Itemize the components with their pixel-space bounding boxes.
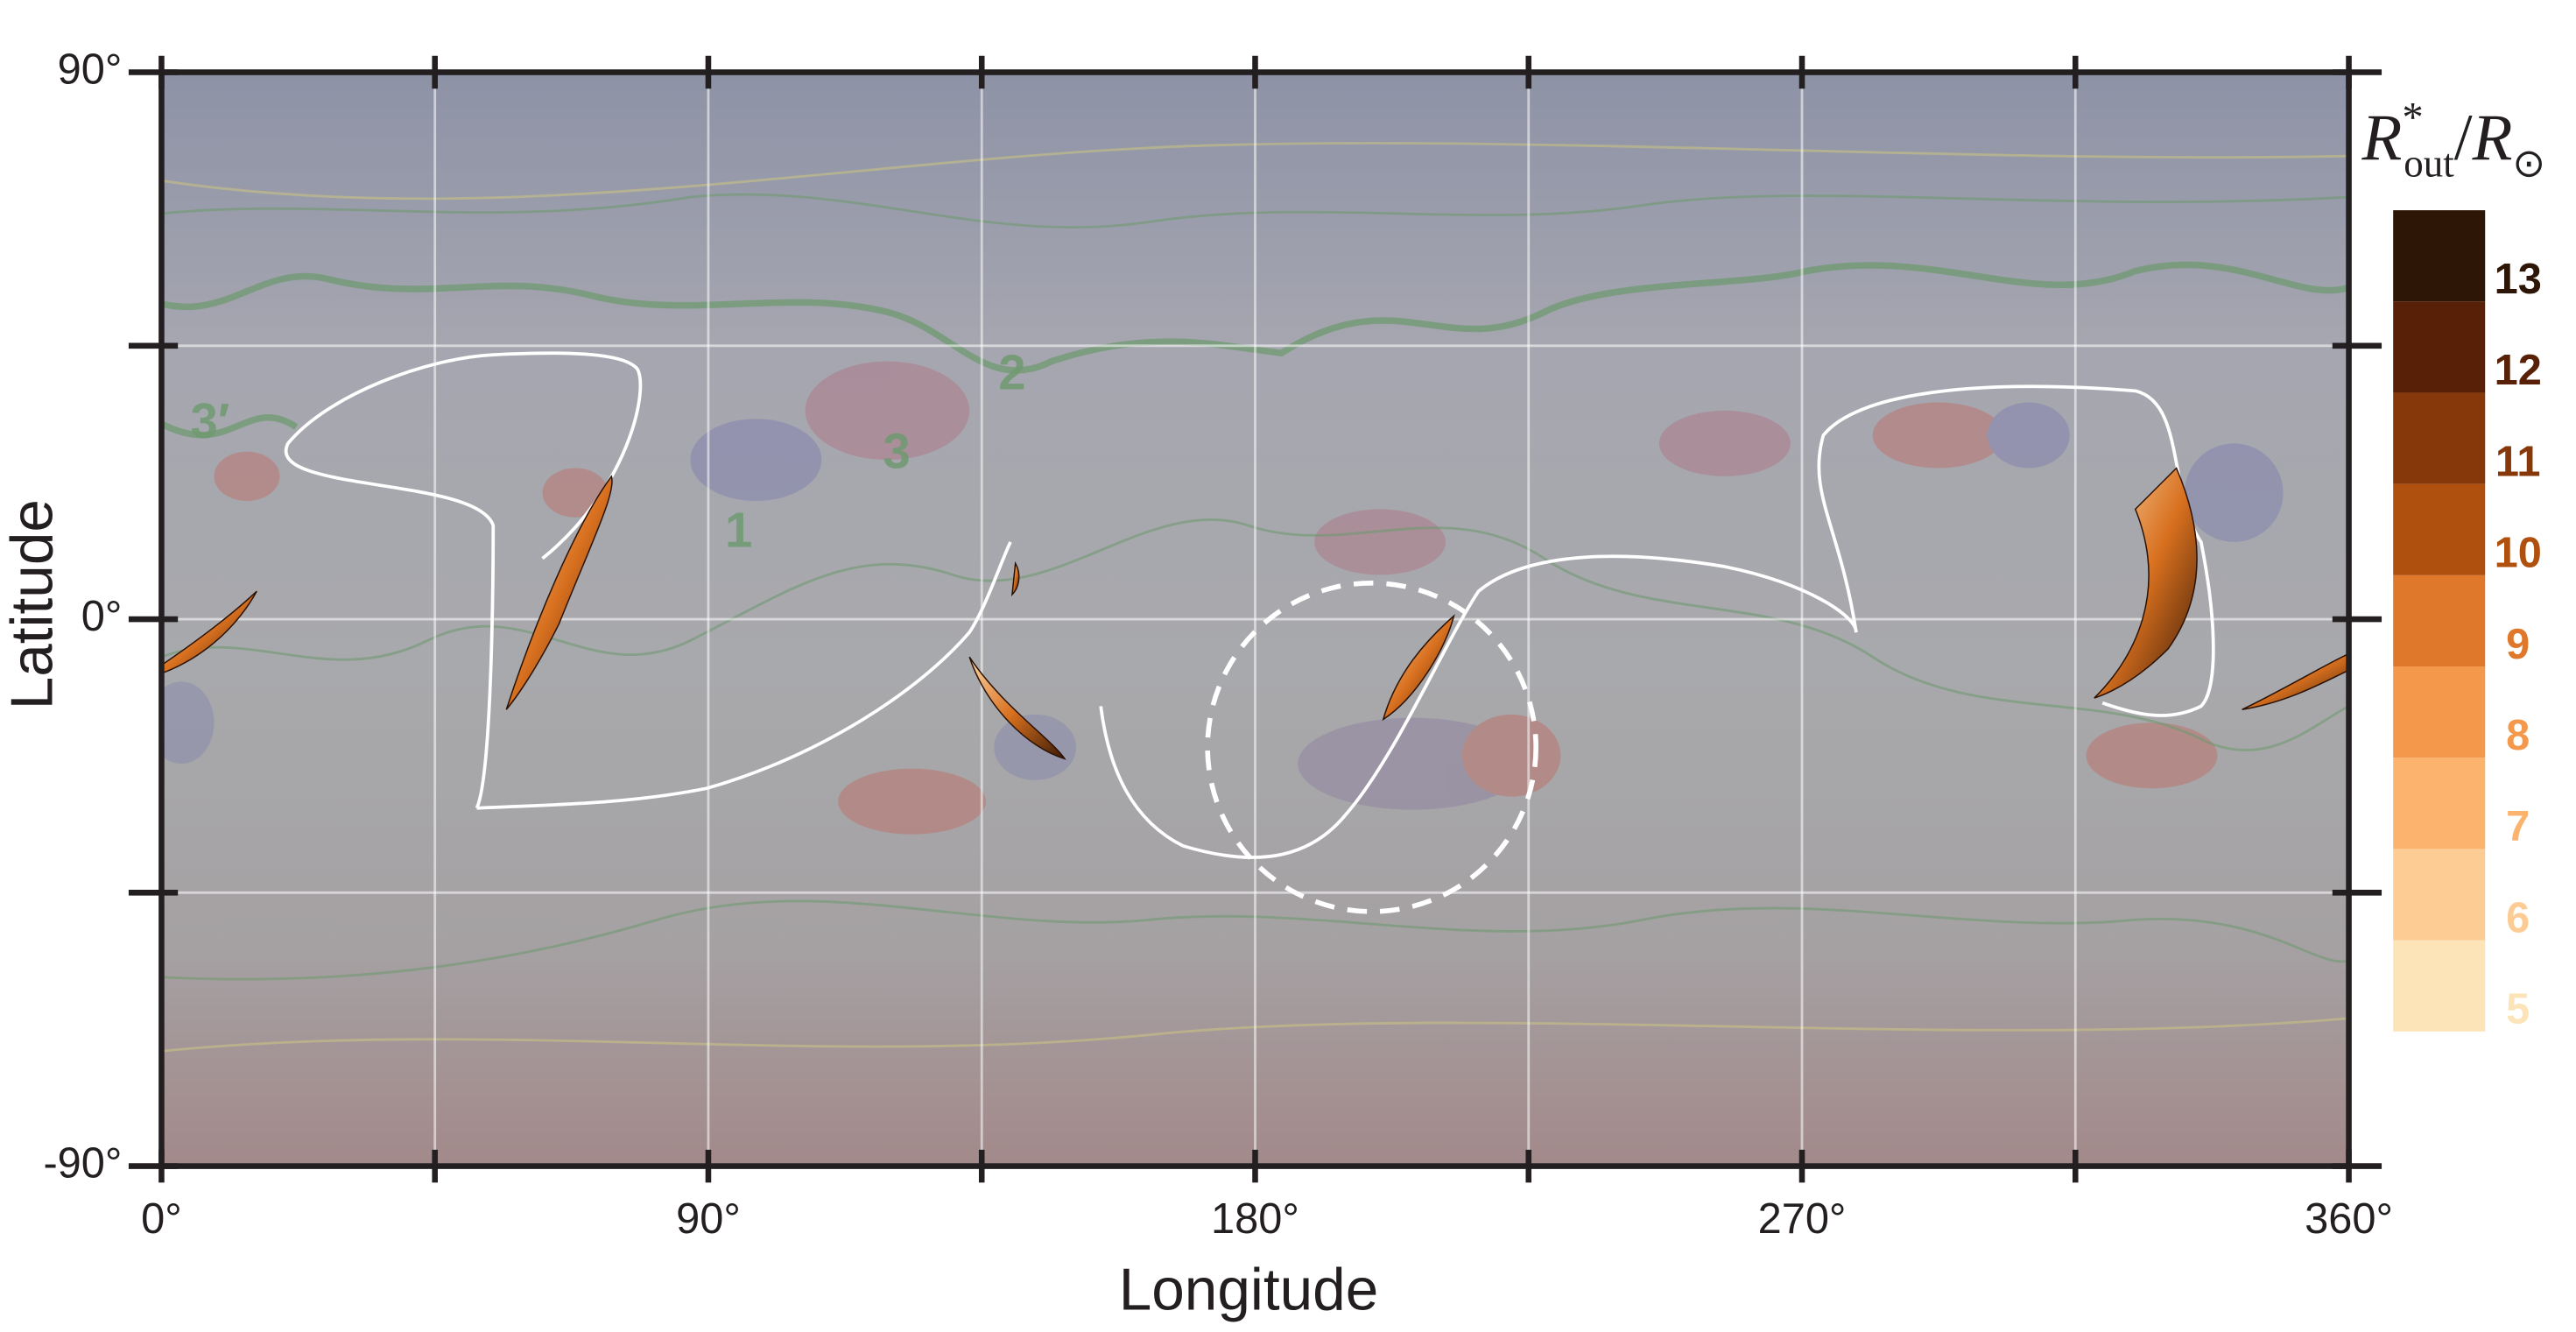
y-tick-label: 90° <box>58 46 123 93</box>
x-tick-label: 0° <box>141 1195 182 1243</box>
colorbar-band <box>2393 940 2486 1032</box>
colorbar-band <box>2393 574 2486 667</box>
y-axis-label: Latitude <box>0 499 66 709</box>
colorbar-label: 8 <box>2506 712 2530 759</box>
y-tick-label: 0° <box>81 593 123 640</box>
x-tick-label: 270° <box>1758 1195 1847 1243</box>
colorbar-band <box>2393 666 2486 758</box>
y-tick-label: -90° <box>43 1139 122 1187</box>
cb-title-r: R <box>2361 102 2403 174</box>
colorbar-label: 10 <box>2495 530 2542 577</box>
colorbar-label: 11 <box>2495 438 2541 485</box>
cb-title-sub: out <box>2404 142 2454 186</box>
cb-title-r2: R <box>2472 102 2513 174</box>
colorbar-band <box>2393 301 2486 393</box>
colorbar-band <box>2393 483 2486 575</box>
colorbar-band <box>2393 392 2486 484</box>
colorbar-label: 6 <box>2506 894 2530 941</box>
cb-title-sup: * <box>2402 94 2423 141</box>
colorbar-label: 13 <box>2495 256 2542 303</box>
colorbar-band <box>2393 758 2486 849</box>
x-tick-label: 360° <box>2305 1195 2393 1243</box>
contour-label: 3 <box>883 424 910 479</box>
cb-title-slash: / <box>2454 102 2473 174</box>
colorbar-label: 7 <box>2506 803 2530 850</box>
colorbar-label: 5 <box>2506 986 2530 1033</box>
colorbar-title: R* out/R⊙ <box>2361 94 2546 186</box>
colorbar-band <box>2393 210 2486 302</box>
x-axis-label: Longitude <box>1119 1258 1379 1323</box>
colorbar-label: 12 <box>2495 347 2542 394</box>
contour-label: 3′ <box>191 393 230 448</box>
colorbar-band <box>2393 849 2486 941</box>
colorbar-label: 9 <box>2506 621 2530 668</box>
cb-title-sun: ⊙ <box>2512 142 2545 186</box>
x-tick-label: 90° <box>676 1195 741 1243</box>
x-tick-label: 180° <box>1211 1195 1299 1243</box>
grid <box>161 72 2349 1166</box>
contour-label: 2 <box>998 344 1025 399</box>
field: 3′ 2 3 1 <box>161 72 2349 1166</box>
contour-label: 1 <box>725 503 752 558</box>
